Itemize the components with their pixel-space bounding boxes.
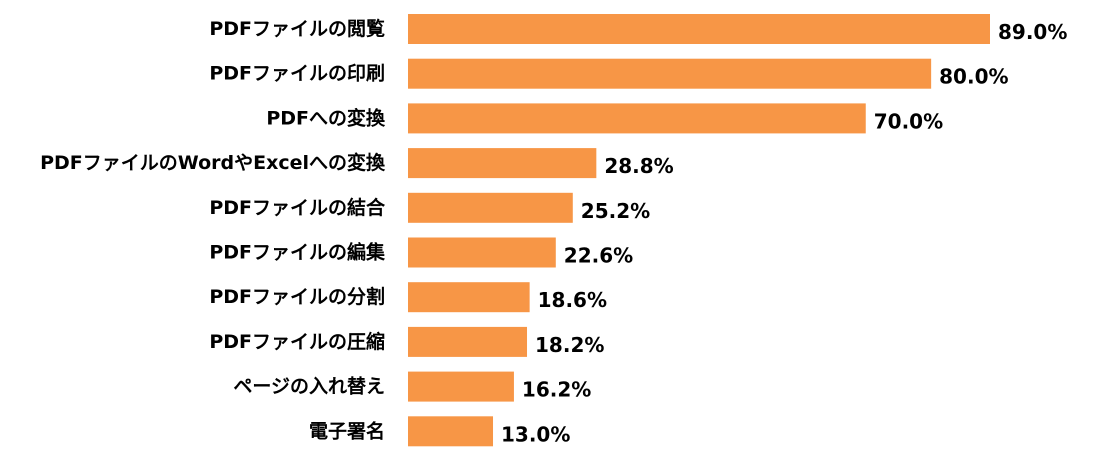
category-label: PDFへの変換: [266, 106, 386, 129]
bar-4: [408, 192, 573, 223]
bar-8: [408, 371, 514, 402]
value-label: 70.0%: [874, 109, 943, 133]
value-label: 13.0%: [501, 422, 570, 446]
category-label: PDFファイルのWordやExcelへの変換: [40, 151, 386, 174]
bar-3: [408, 148, 597, 179]
value-label: 25.2%: [581, 199, 650, 223]
bar-5: [408, 237, 556, 268]
bar-9: [408, 416, 494, 447]
category-label: PDFファイルの圧縮: [209, 330, 385, 353]
value-label: 28.8%: [604, 154, 673, 178]
category-label: 電子署名: [309, 419, 385, 442]
bars-group: [408, 14, 990, 447]
category-label: PDFファイルの印刷: [209, 63, 385, 85]
value-labels-group: 89.0% 80.0% 70.0% 28.8% 25.2% 22.6% 18.6% 18.2%…: [501, 20, 1067, 446]
value-label: 80.0%: [939, 65, 1008, 89]
category-label: ページの入れ替え: [233, 375, 385, 398]
value-label: 18.6%: [538, 288, 607, 312]
category-label: PDFファイルの結合: [209, 196, 386, 219]
category-label: PDFファイルの閲覧: [209, 17, 385, 40]
bar-1: [408, 58, 932, 89]
value-label: 16.2%: [522, 378, 591, 402]
bar-6: [408, 282, 530, 313]
value-label: 22.6%: [564, 244, 633, 268]
bar-0: [408, 14, 990, 44]
category-labels-group: PDFファイルの閲覧 PDFファイルの印刷 PDFへの変換 PDFファイルのWordや…: [40, 17, 386, 442]
value-label: 18.2%: [535, 333, 604, 357]
category-label: PDFファイルの分割: [209, 285, 385, 308]
bar-2: [408, 103, 866, 134]
category-label: PDFファイルの編集: [209, 241, 386, 264]
value-label: 89.0%: [998, 20, 1067, 44]
bar-7: [408, 326, 528, 357]
